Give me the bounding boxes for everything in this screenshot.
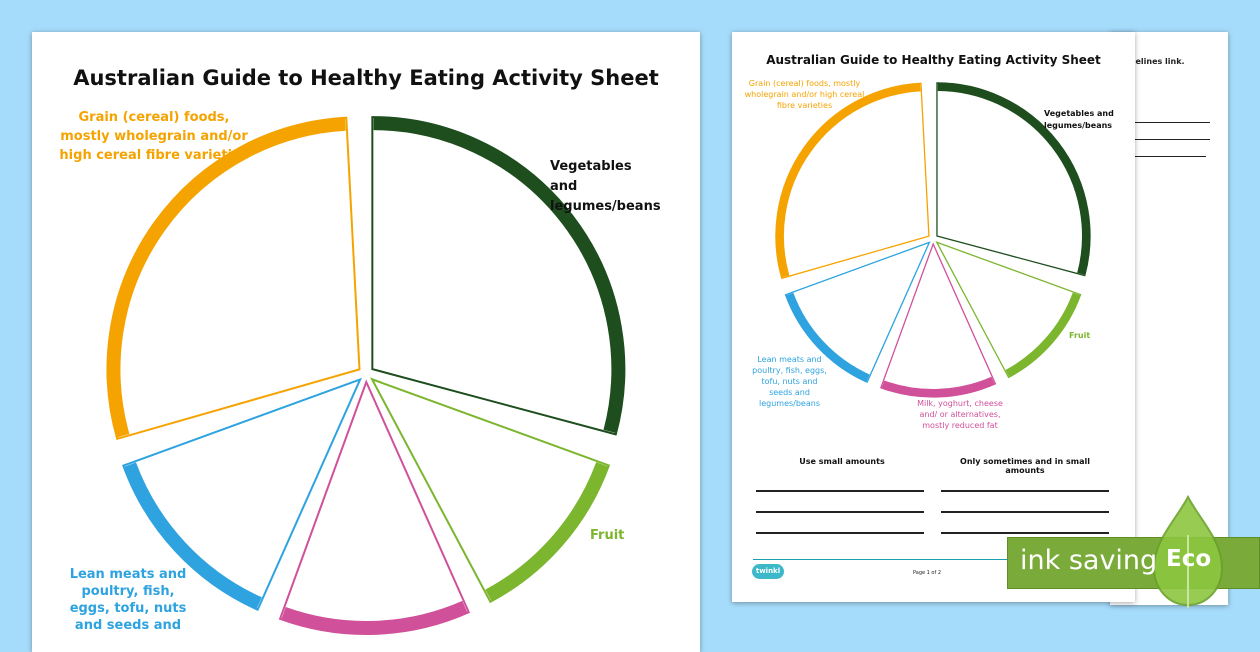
only-sometimes-heading: Only sometimes and in small amounts (960, 457, 1090, 475)
grain-band (107, 117, 346, 438)
page-title: Australian Guide to Healthy Eating Activ… (73, 66, 659, 90)
fruit-band (485, 462, 609, 602)
page-title: Australian Guide to Healthy Eating Activ… (766, 53, 1101, 67)
answer-line (1132, 156, 1206, 157)
dairy-label: Milk, yoghurt, cheese and/ or alternativ… (917, 399, 1003, 430)
vegetables-label: Vegetables and legumes/beans (550, 159, 661, 214)
answer-line (941, 490, 1109, 492)
ink-saving-text: ink saving (1020, 545, 1158, 576)
meats-band (123, 462, 262, 610)
answer-line (941, 532, 1109, 534)
answer-line (756, 532, 924, 534)
left-worksheet: Australian Guide to Healthy Eating Activ… (32, 32, 700, 652)
grain-band (775, 83, 921, 278)
food-guide-pie (775, 82, 1091, 398)
dairy-band (281, 600, 468, 634)
right-worksheet: Australian Guide to Healthy Eating Activ… (732, 32, 1135, 602)
meats-label: Lean meats and poultry, fish, eggs, tofu… (752, 355, 827, 408)
grain-label: Grain (cereal) foods, mostly wholegrain … (59, 110, 249, 163)
vegetables-band (373, 117, 625, 434)
vegetables-band (937, 82, 1090, 275)
answer-line (941, 511, 1109, 513)
grain-label: Grain (cereal) foods, mostly wholegrain … (744, 79, 865, 110)
fruit-band (1005, 292, 1081, 377)
answer-line (1132, 122, 1210, 123)
food-guide-pie (106, 116, 626, 635)
fruit-label: Fruit (590, 528, 625, 543)
footer-divider (753, 559, 1113, 560)
fruit-label: Fruit (1069, 331, 1091, 340)
back-sheet-text: idelines link. (1127, 57, 1185, 66)
answer-line (756, 490, 924, 492)
dairy-band (881, 376, 995, 397)
answer-line (756, 511, 924, 513)
page-number: Page 1 of 2 (912, 570, 942, 576)
answer-line (1132, 139, 1210, 140)
eco-text: Eco (1166, 546, 1212, 572)
meats-label: Lean meats and poultry, fish, eggs, tofu… (69, 567, 187, 633)
use-small-amounts-heading: Use small amounts (799, 457, 885, 466)
vegetables-label: Vegetables and legumes/beans (1044, 109, 1114, 130)
twinkl-logo: twinkl (752, 564, 784, 579)
meats-band (785, 292, 870, 382)
